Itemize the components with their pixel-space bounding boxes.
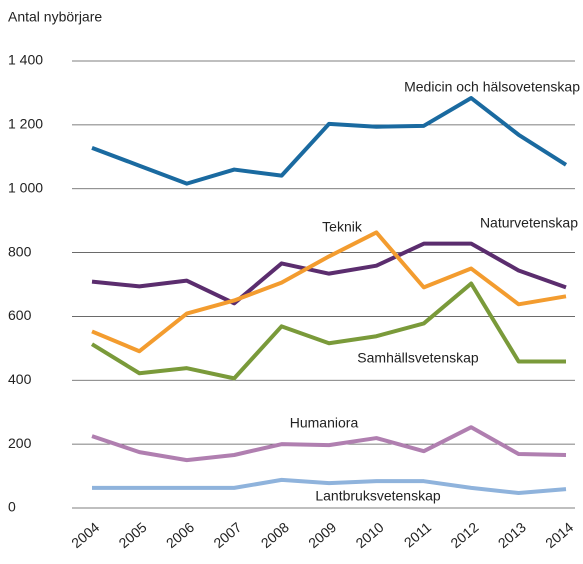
x-tick-label: 2009 [305,519,339,551]
line-series [91,230,567,354]
y-tick-label: 1 200 [8,116,43,132]
line-series [91,96,568,186]
x-tick-label: 2010 [353,519,387,551]
x-tick-label: 2012 [447,519,481,551]
y-tick-label: 200 [8,435,32,451]
x-tick-label: 2005 [116,519,150,551]
line-series [91,241,567,306]
series-label: Naturvetenskap [480,215,578,231]
x-tick-label: 2008 [258,519,292,551]
line-series [92,477,567,495]
y-axis-label: Antal nybörjare [8,9,102,25]
x-tick-label: 2013 [495,519,529,551]
line-series [90,281,566,381]
line-series [91,425,567,463]
series-label: Lantbruksvetenskap [315,488,441,504]
series-label: Humaniora [290,415,359,431]
y-tick-label: 400 [8,371,32,387]
y-tick-label: 0 [8,499,16,515]
series-label: Medicin och hälsovetenskap [404,79,580,95]
x-tick-label: 2006 [163,519,197,551]
series-label: Samhällsvetenskap [357,350,479,366]
y-tick-label: 800 [8,243,32,259]
y-tick-label: 600 [8,307,32,323]
x-tick-label: 2014 [542,519,576,551]
y-tick-label: 1 400 [8,52,43,68]
series-label: Teknik [322,219,363,235]
x-tick-label: 2011 [401,519,435,551]
x-tick-label: 2004 [68,519,102,551]
y-tick-label: 1 000 [8,179,43,195]
x-tick-label: 2007 [210,519,244,551]
